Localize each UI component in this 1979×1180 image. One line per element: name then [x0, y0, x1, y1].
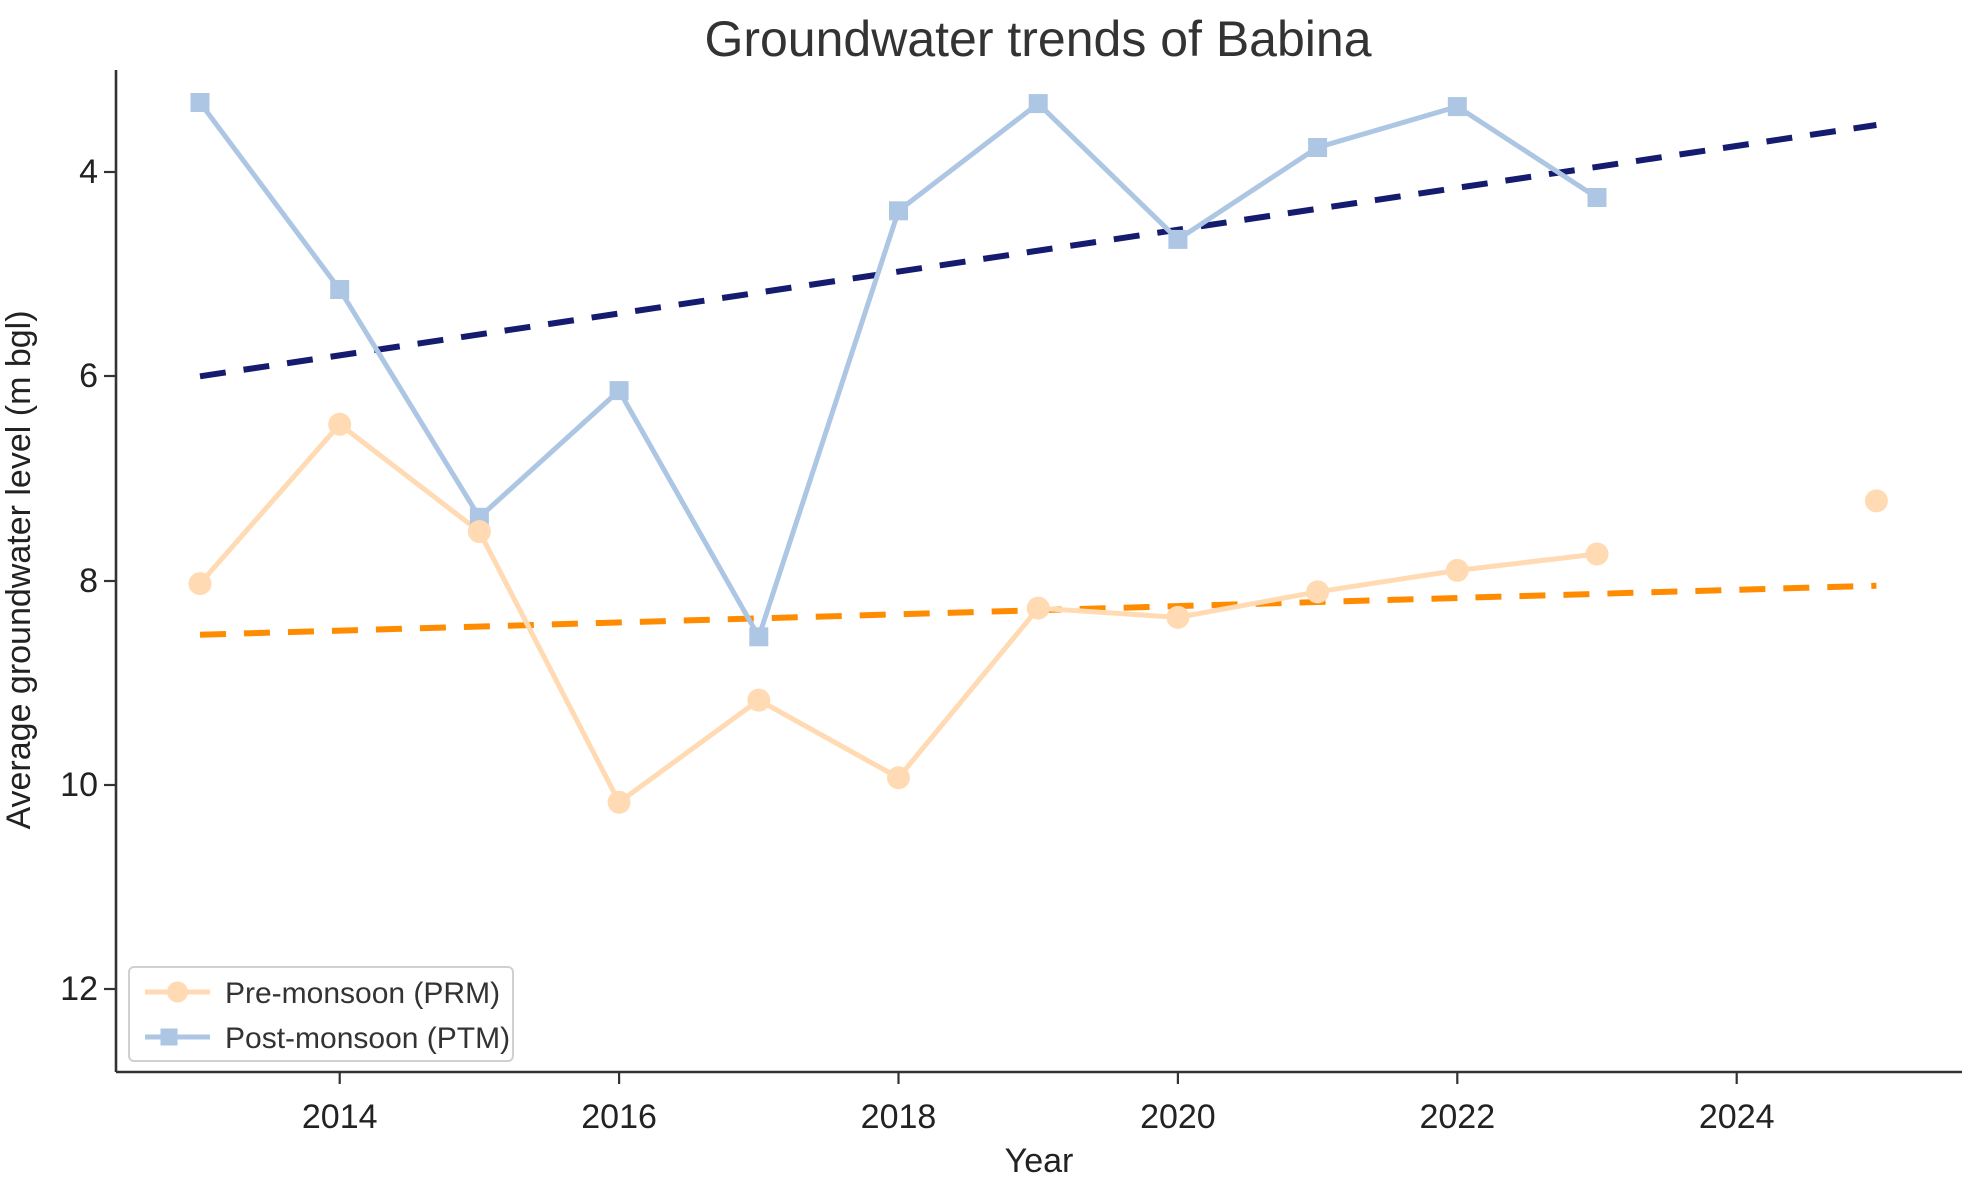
svg-text:2022: 2022: [1419, 1098, 1495, 1136]
svg-text:6: 6: [79, 357, 98, 395]
svg-text:Year: Year: [1005, 1142, 1074, 1180]
svg-text:10: 10: [60, 766, 98, 804]
svg-text:Post-monsoon (PTM): Post-monsoon (PTM): [225, 1022, 510, 1055]
svg-text:2024: 2024: [1699, 1098, 1775, 1136]
svg-text:2018: 2018: [861, 1098, 937, 1136]
svg-text:Pre-monsoon (PRM): Pre-monsoon (PRM): [225, 977, 500, 1010]
svg-text:2020: 2020: [1140, 1098, 1216, 1136]
svg-text:8: 8: [79, 562, 98, 600]
svg-text:4: 4: [79, 153, 98, 191]
svg-text:Average groundwater level (m b: Average groundwater level (m bgl): [0, 310, 38, 829]
svg-text:12: 12: [60, 970, 98, 1008]
svg-text:2014: 2014: [302, 1098, 378, 1136]
svg-text:Groundwater trends of Babina: Groundwater trends of Babina: [704, 11, 1371, 67]
svg-text:2016: 2016: [581, 1098, 657, 1136]
